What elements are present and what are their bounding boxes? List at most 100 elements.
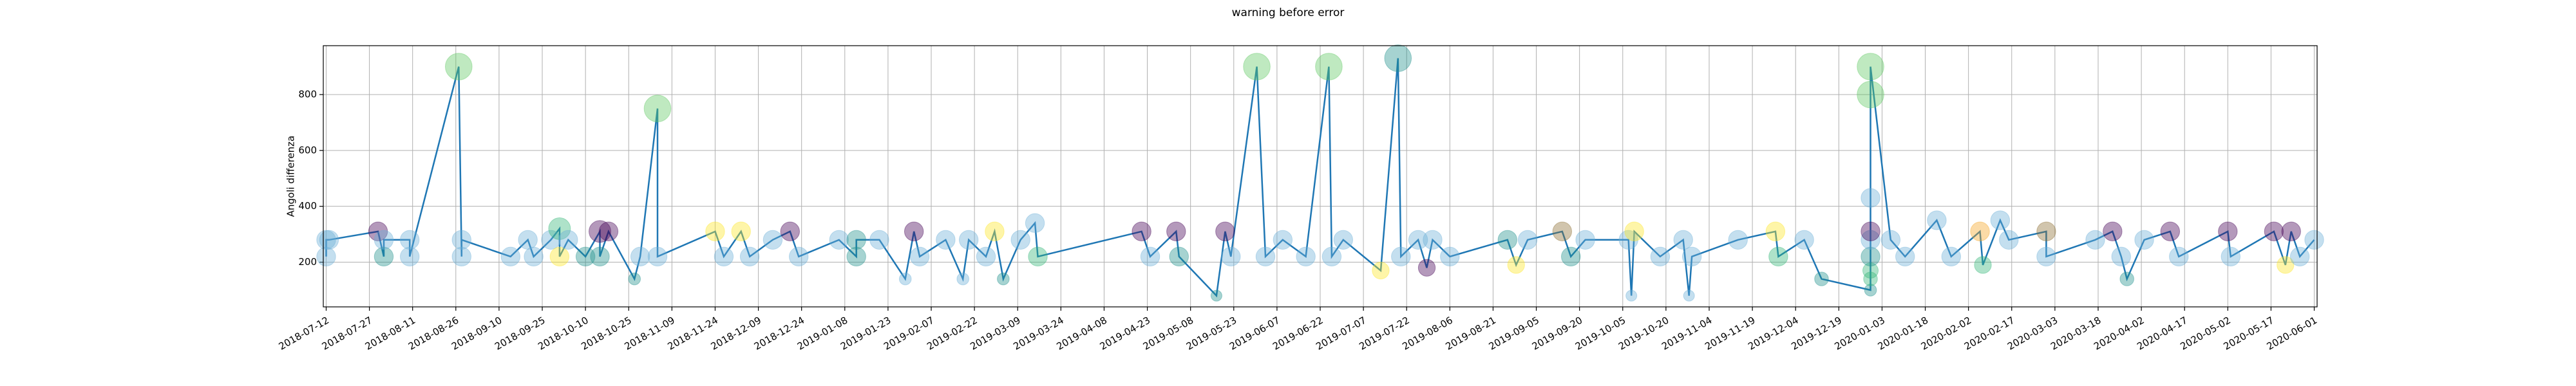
data-point: [1673, 230, 1693, 250]
data-point: [628, 272, 641, 286]
data-point: [1507, 256, 1525, 274]
data-point: [2160, 221, 2181, 241]
data-point: [316, 246, 336, 267]
data-point: [846, 246, 866, 267]
data-point: [1372, 261, 1390, 280]
data-point: [1417, 259, 1436, 277]
data-point: [524, 246, 544, 267]
data-point: [589, 220, 611, 243]
data-point: [2304, 230, 2324, 250]
data-point: [1166, 221, 1186, 241]
data-point: [647, 246, 668, 267]
data-point: [2111, 246, 2131, 267]
data-point: [904, 221, 924, 241]
data-point: [1010, 230, 1030, 250]
data-point: [2085, 230, 2105, 250]
data-point: [2036, 246, 2056, 267]
data-point: [1863, 271, 1878, 286]
data-point: [739, 246, 760, 267]
chart-title: warning before error: [1232, 6, 1345, 19]
data-point: [1561, 246, 1581, 267]
data-point: [1862, 262, 1879, 279]
data-line: [325, 58, 2315, 298]
data-point: [958, 230, 979, 250]
data-point: [1941, 246, 1962, 267]
data-point: [1315, 53, 1343, 80]
data-point: [997, 272, 1010, 286]
data-point: [1880, 230, 1901, 250]
data-point: [1990, 210, 2011, 230]
data-point: [598, 221, 619, 241]
data-point: [500, 246, 521, 267]
data-point: [2221, 246, 2240, 267]
data-point: [1243, 53, 1271, 80]
data-point: [368, 221, 388, 241]
data-point: [2264, 221, 2284, 241]
data-point: [985, 221, 1005, 241]
data-point: [1624, 221, 1644, 241]
data-point: [1296, 246, 1316, 267]
data-point: [630, 246, 650, 267]
data-point: [1999, 230, 2019, 250]
data-point: [1169, 246, 1189, 267]
data-point: [714, 246, 734, 267]
data-point: [1765, 221, 1786, 241]
data-point: [1618, 230, 1638, 250]
data-point: [2289, 246, 2310, 267]
data-point: [2119, 271, 2134, 286]
data-point: [1255, 246, 1276, 267]
data-point: [1028, 246, 1048, 267]
data-point: [2103, 221, 2123, 241]
data-point: [1552, 221, 1573, 241]
y-tick-label: 600: [298, 144, 317, 156]
data-point: [1895, 246, 1915, 267]
data-point: [1221, 246, 1241, 267]
data-point: [1140, 246, 1160, 267]
data-point: [2036, 221, 2056, 241]
data-point: [1927, 210, 1947, 230]
data-point: [444, 53, 473, 80]
data-point: [1384, 44, 1412, 72]
data-point: [1683, 290, 1695, 302]
data-point: [2277, 256, 2295, 274]
data-point: [451, 246, 471, 267]
data-point: [590, 246, 610, 267]
data-point: [1215, 221, 1235, 241]
y-axis-label: Angoli differenza: [285, 136, 297, 217]
data-point: [374, 230, 394, 250]
data-point: [1132, 221, 1151, 241]
data-point: [1517, 230, 1538, 250]
data-point: [731, 221, 751, 241]
data-point: [1650, 246, 1671, 267]
data-point: [1625, 290, 1638, 302]
data-point: [1391, 246, 1411, 267]
y-tick-label: 400: [298, 200, 317, 212]
data-point: [1861, 188, 1880, 208]
data-point: [2134, 230, 2154, 250]
data-point: [2169, 246, 2189, 267]
data-point: [1861, 246, 1880, 267]
data-point: [1970, 221, 1990, 241]
data-point: [956, 272, 970, 286]
data-point: [575, 246, 596, 267]
data-point: [1321, 246, 1342, 267]
data-point: [1814, 271, 1829, 286]
data-point: [549, 246, 570, 267]
data-point: [1575, 230, 1595, 250]
data-point: [1408, 230, 1428, 250]
plot-frame: [323, 45, 2318, 308]
data-point: [1861, 221, 1880, 241]
data-point: [1025, 213, 1045, 233]
data-point: [829, 230, 849, 250]
data-point: [518, 230, 538, 250]
data-point: [1210, 290, 1222, 302]
y-tick-label: 200: [298, 256, 317, 268]
data-point: [1333, 230, 1353, 250]
data-point: [780, 221, 800, 241]
data-point: [1768, 246, 1788, 267]
data-point: [1681, 246, 1702, 267]
data-point: [2281, 221, 2301, 241]
data-point: [936, 230, 956, 250]
data-point: [541, 230, 561, 250]
